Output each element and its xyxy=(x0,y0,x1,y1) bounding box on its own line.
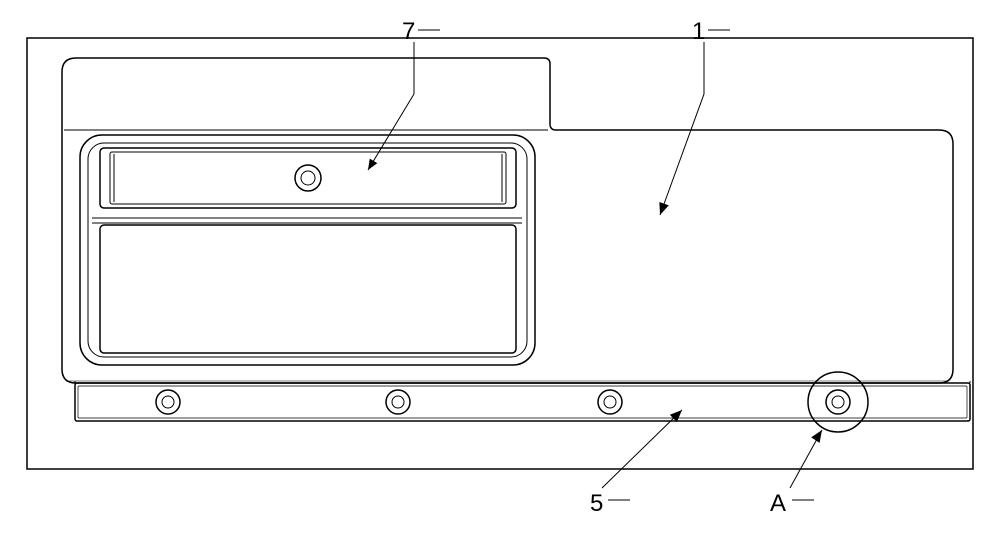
callout-label-1: 1 xyxy=(692,18,705,46)
callout-label-5: 5 xyxy=(590,490,603,518)
technical-drawing xyxy=(0,0,1000,537)
callout-label-A: A xyxy=(770,490,786,518)
callout-label-7: 7 xyxy=(402,18,415,46)
